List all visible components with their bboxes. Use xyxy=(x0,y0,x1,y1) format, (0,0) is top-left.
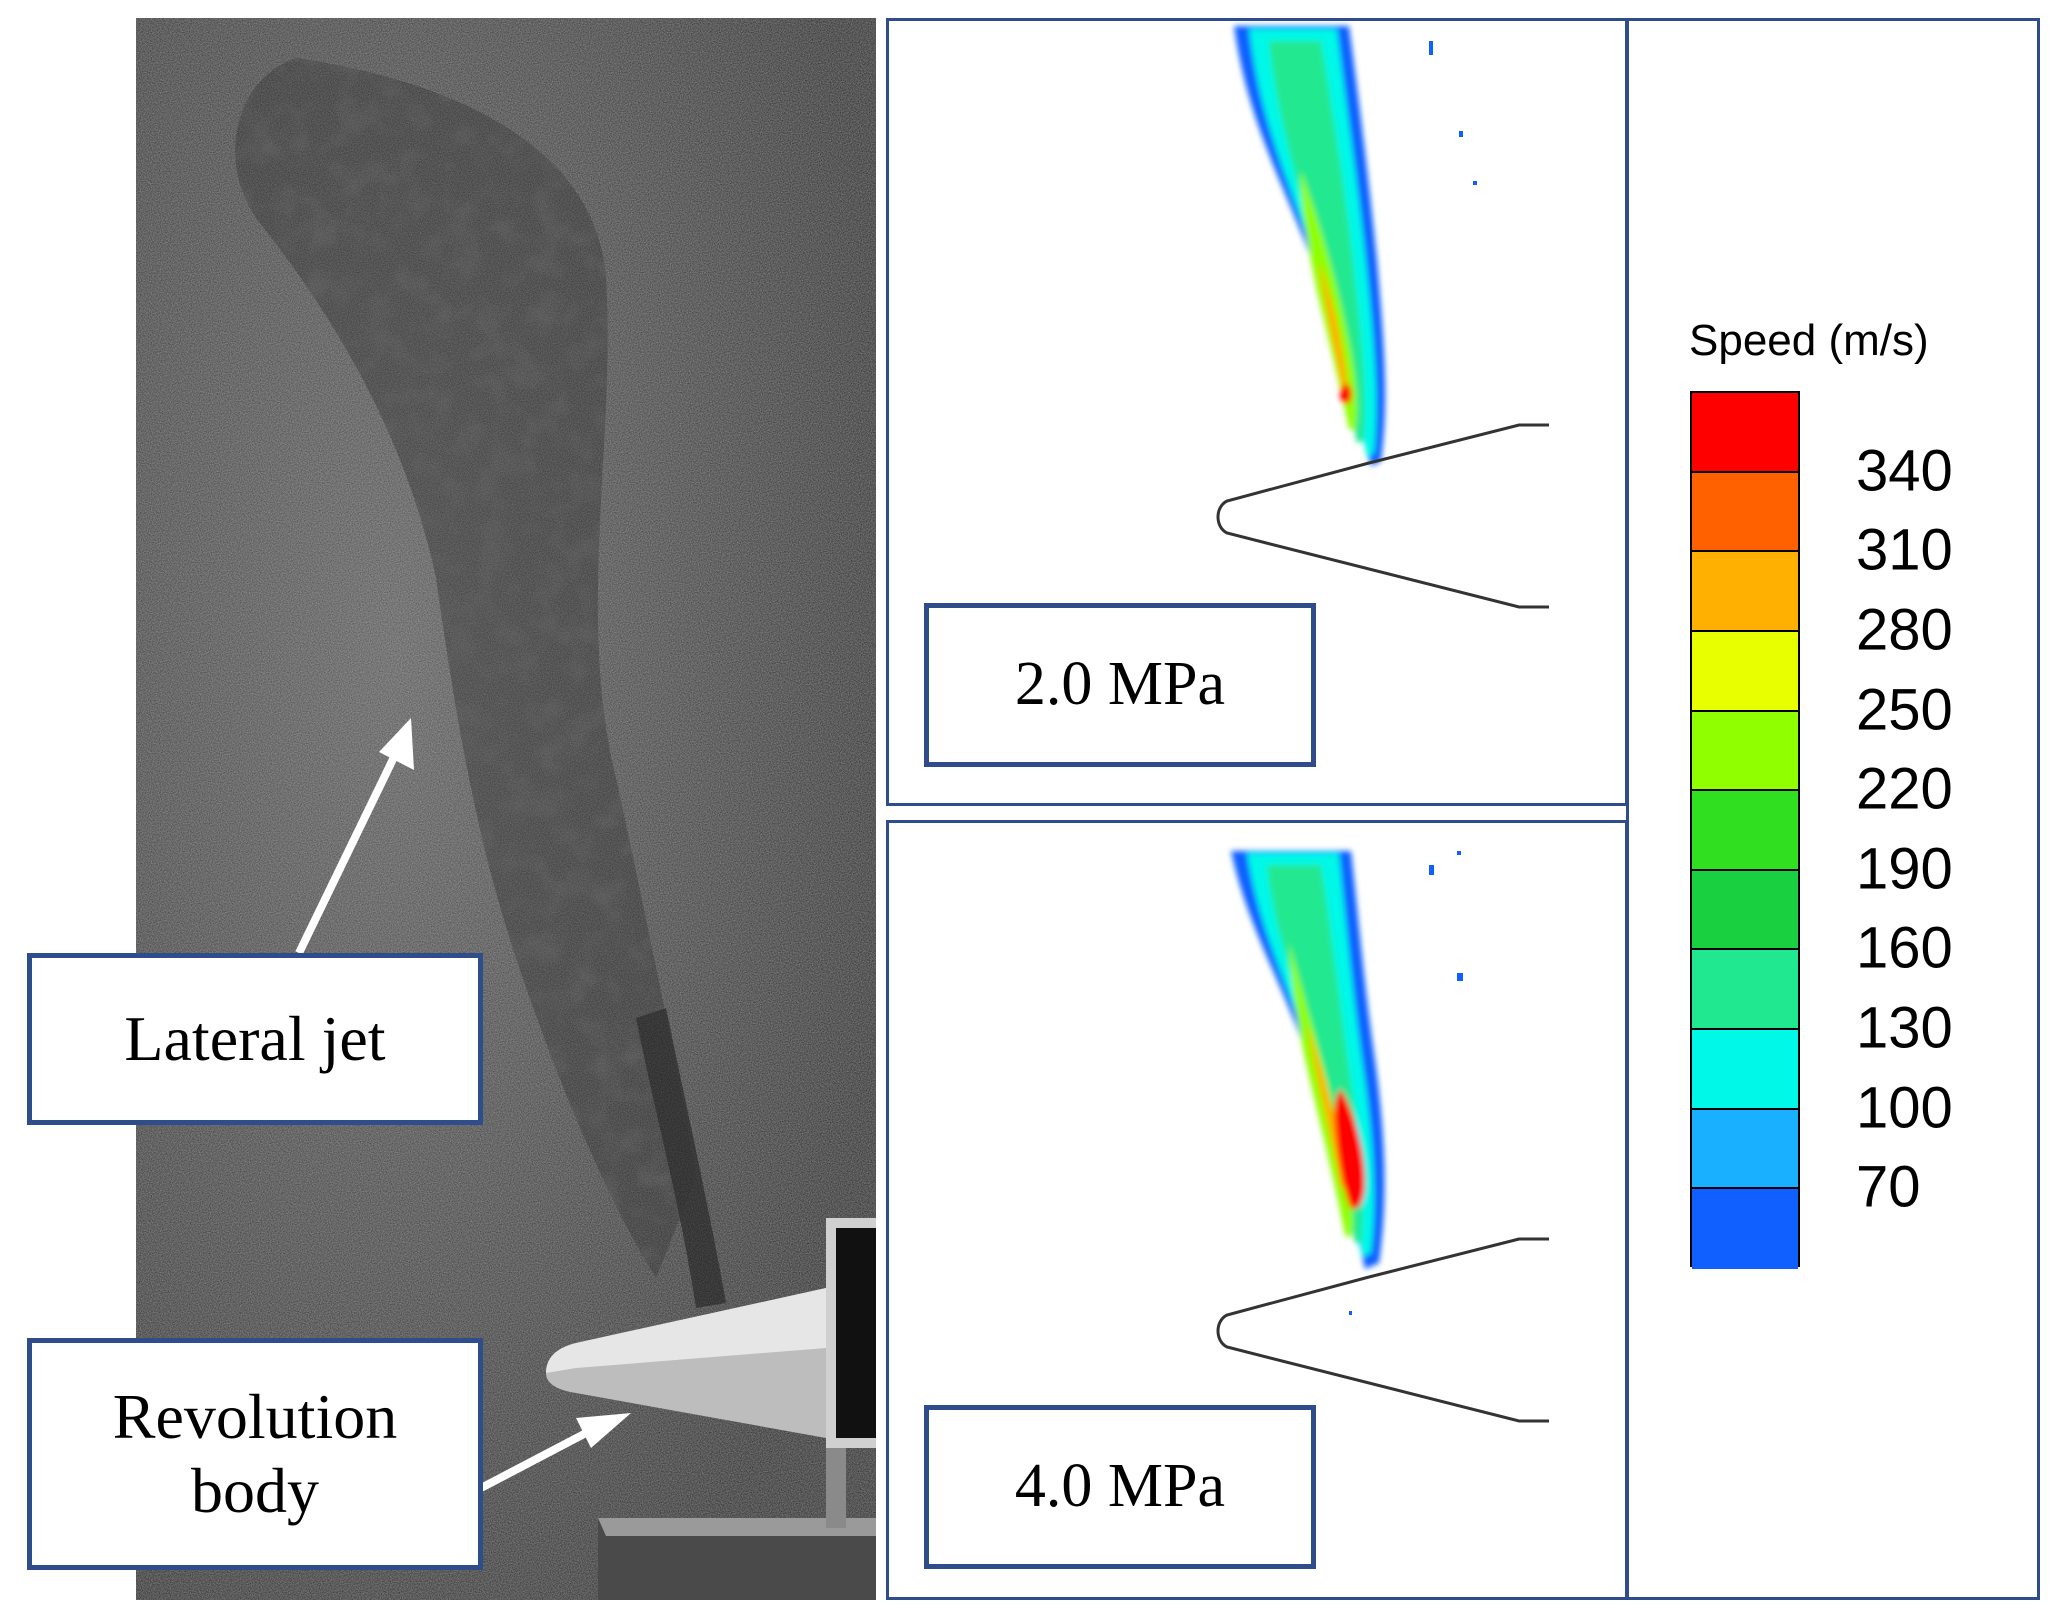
legend-tick-label: 130 xyxy=(1856,995,1953,1061)
legend-tick-label: 280 xyxy=(1856,597,1953,663)
legend-swatch xyxy=(1692,791,1798,871)
speed-contour-2mpa xyxy=(1216,26,1549,609)
legend-tick-label: 100 xyxy=(1856,1075,1953,1141)
label-revolution-body: Revolution body xyxy=(27,1338,483,1570)
legend-tick-label: 70 xyxy=(1856,1154,1921,1220)
lateral-jet-arrow xyxy=(295,718,414,955)
legend-title: Speed (m/s) xyxy=(1689,316,1929,365)
legend-tick-label: 190 xyxy=(1856,836,1953,902)
speed-legend-panel: Speed (m/s) 340 310 280 250 220 190 160 130 100 7… xyxy=(1626,18,2040,1600)
speed-contour-4mpa xyxy=(1216,851,1549,1423)
legend-tick-label: 310 xyxy=(1856,517,1953,583)
simulation-panel-4mpa: 4.0 MPa xyxy=(886,820,1628,1600)
legend-swatch xyxy=(1692,870,1798,951)
legend-swatch xyxy=(1692,393,1798,473)
legend-swatch xyxy=(1692,950,1798,1030)
revolution-body-arrow xyxy=(479,1413,631,1492)
legend-tick-label: 160 xyxy=(1856,915,1953,981)
revolution-body-shape xyxy=(546,1218,876,1600)
legend-swatch xyxy=(1692,1189,1798,1269)
legend-swatch xyxy=(1692,631,1798,712)
simulation-panel-2mpa: 2.0 MPa xyxy=(886,18,1628,806)
legend-tick-label: 250 xyxy=(1856,677,1953,743)
legend-swatch xyxy=(1692,472,1798,553)
pressure-label-4mpa: 4.0 MPa xyxy=(924,1405,1316,1569)
legend-swatch xyxy=(1692,552,1798,632)
legend-tick-label: 220 xyxy=(1856,756,1953,822)
legend-tick-label: 340 xyxy=(1856,438,1953,504)
legend-swatch xyxy=(1692,1030,1798,1110)
label-lateral-jet: Lateral jet xyxy=(27,953,483,1125)
pressure-label-2mpa: 2.0 MPa xyxy=(924,603,1316,767)
legend-swatch xyxy=(1692,711,1798,792)
legend-swatch xyxy=(1692,1109,1798,1190)
legend-color-bar xyxy=(1690,391,1800,1269)
